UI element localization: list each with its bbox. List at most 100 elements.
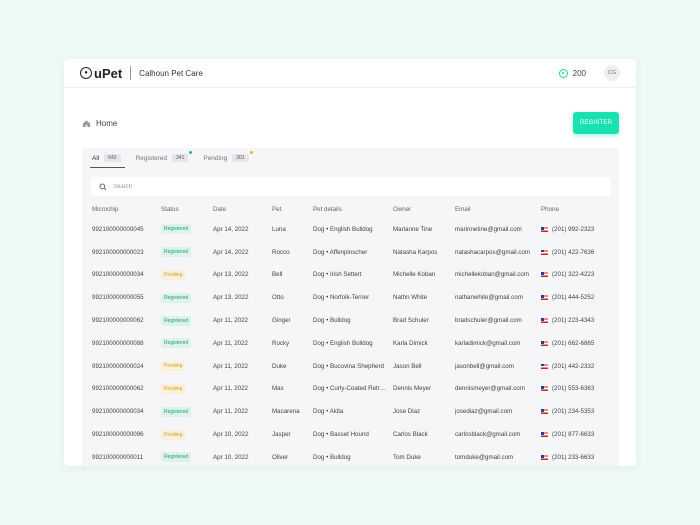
tab-all[interactable]: All 642 bbox=[90, 148, 125, 168]
cell-status: Registered bbox=[161, 315, 213, 326]
us-flag-icon bbox=[541, 432, 548, 438]
cell-status: Pending bbox=[161, 269, 213, 280]
cell-pet: Rocky bbox=[272, 339, 290, 347]
tab-count-badge: 642 bbox=[104, 154, 121, 162]
notification-dot bbox=[249, 151, 253, 154]
cell-status: Registered bbox=[161, 406, 213, 417]
page-header: Home REGISTER bbox=[82, 112, 619, 134]
cell-details: Dog • English Bulldog bbox=[313, 225, 373, 233]
cell-email: natashacarpos@gmail.com bbox=[455, 248, 531, 256]
us-flag-icon bbox=[541, 454, 548, 460]
phone-number: (201) 234-5353 bbox=[552, 408, 595, 416]
clinic-name: Calhoun Pet Care bbox=[139, 68, 203, 78]
cell-phone: (201) 553-6363 bbox=[541, 385, 619, 392]
cell-date: Apr 11, 2022 bbox=[213, 408, 248, 416]
us-flag-icon bbox=[541, 386, 548, 392]
status-badge: Registered bbox=[161, 224, 192, 235]
avatar[interactable]: CG bbox=[604, 65, 620, 81]
table-row[interactable]: 992100000000034 Registered Apr 11, 2022 Mac… bbox=[82, 400, 619, 423]
status-badge: Pending bbox=[161, 269, 186, 280]
cell-date: Apr 14, 2022 bbox=[213, 248, 249, 256]
us-flag-icon bbox=[541, 340, 548, 346]
us-flag-icon bbox=[541, 295, 548, 301]
register-button[interactable]: REGISTER bbox=[573, 112, 619, 134]
column-header-phone[interactable]: Phone bbox=[541, 205, 559, 213]
phone-number: (201) 444-5252 bbox=[552, 294, 595, 302]
table-row[interactable]: 992100000000011 Registered Apr 10, 2022 Oli… bbox=[82, 446, 619, 466]
table-row[interactable]: 992100000000062 Registered Apr 11, 2022 Gin… bbox=[82, 309, 619, 332]
search-icon bbox=[99, 182, 107, 191]
table-row[interactable]: 992100000000062 Pending Apr 11, 2022 Max Dog… bbox=[82, 378, 619, 401]
phone-number: (201) 877-6633 bbox=[552, 431, 595, 439]
breadcrumb[interactable]: Home bbox=[96, 118, 118, 128]
search-box[interactable] bbox=[91, 177, 611, 196]
cell-phone: (201) 233-6633 bbox=[541, 454, 619, 461]
cell-pet: Rocco bbox=[272, 248, 290, 256]
table-header: Microchip Status Date Pet Pet details Owner Em… bbox=[82, 200, 619, 218]
table-row[interactable]: 992100000000024 Pending Apr 11, 2022 Duke Do… bbox=[82, 355, 619, 378]
column-header-date[interactable]: Date bbox=[213, 205, 227, 213]
cell-date: Apr 11, 2022 bbox=[213, 339, 248, 347]
cell-details: Dog • Bulldog bbox=[313, 317, 351, 325]
status-badge: Registered bbox=[161, 315, 192, 326]
cell-phone: (201) 223-4343 bbox=[541, 317, 619, 324]
tab-count-badge: 341 bbox=[172, 154, 189, 162]
cell-phone: (201) 442-2332 bbox=[541, 363, 619, 370]
status-tabs: All 642 Registered 341 Pending 301 bbox=[82, 148, 619, 168]
phone-number: (201) 422-7636 bbox=[552, 248, 595, 256]
table-body: 992100000000045 Registered Apr 14, 2022 Lun… bbox=[82, 218, 619, 466]
column-header-pet[interactable]: Pet bbox=[272, 205, 282, 213]
table-row[interactable]: 992100000000055 Registered Apr 13, 2022 Ott… bbox=[82, 286, 619, 309]
phone-number: (201) 233-6633 bbox=[552, 453, 595, 461]
cell-details: Dog • Norfolk-Terrier bbox=[313, 294, 370, 302]
cell-status: Registered bbox=[161, 292, 213, 303]
phone-number: (201) 553-6363 bbox=[552, 385, 595, 393]
cell-owner: Tom Duke bbox=[393, 453, 421, 461]
cell-pet: Otto bbox=[272, 294, 284, 302]
home-icon bbox=[82, 119, 91, 127]
column-header-status[interactable]: Status bbox=[161, 205, 179, 213]
status-badge: Pending bbox=[161, 383, 186, 394]
us-flag-icon bbox=[541, 409, 548, 415]
search-input[interactable] bbox=[113, 183, 513, 190]
table-row[interactable]: 992100000000088 Registered Apr 11, 2022 Roc… bbox=[82, 332, 619, 355]
top-bar: ● uPet Calhoun Pet Care 200 CG bbox=[64, 59, 636, 88]
column-header-microchip[interactable]: Microchip bbox=[92, 205, 119, 213]
cell-phone: (201) 234-5353 bbox=[541, 408, 619, 415]
cell-details: Dog • Curly-Coated Retriever bbox=[313, 385, 393, 393]
column-header-pet-details[interactable]: Pet details bbox=[313, 205, 342, 213]
phone-number: (201) 992-2323 bbox=[552, 225, 595, 233]
cell-status: Pending bbox=[161, 383, 213, 394]
tab-registered[interactable]: Registered 341 bbox=[136, 148, 193, 168]
app-window: ● uPet Calhoun Pet Care 200 CG Home REGI… bbox=[64, 59, 636, 466]
cell-date: Apr 11, 2022 bbox=[213, 362, 248, 370]
records-panel: All 642 Registered 341 Pending 301 Microchip S… bbox=[82, 148, 619, 466]
status-badge: Pending bbox=[161, 429, 186, 440]
us-flag-icon bbox=[541, 226, 548, 232]
credits-counter[interactable]: 200 bbox=[558, 68, 586, 78]
status-badge: Registered bbox=[161, 292, 192, 303]
cell-pet: Jasper bbox=[272, 431, 291, 439]
cell-phone: (201) 322-4223 bbox=[541, 271, 619, 278]
cell-date: Apr 11, 2022 bbox=[213, 317, 248, 325]
app-logo[interactable]: ● uPet bbox=[80, 66, 122, 81]
table-row[interactable]: 992100000000096 Pending Apr 10, 2022 Jasper… bbox=[82, 423, 619, 446]
us-flag-icon bbox=[541, 363, 548, 369]
table-row[interactable]: 992100000000034 Pending Apr 13, 2022 Bell Do… bbox=[82, 264, 619, 287]
cell-owner: Natasha Karpos bbox=[393, 248, 438, 256]
cell-details: Dog • Basset Hound bbox=[313, 431, 369, 439]
cell-status: Registered bbox=[161, 247, 213, 258]
cell-status: Registered bbox=[161, 224, 213, 235]
us-flag-icon bbox=[541, 249, 548, 255]
table-row[interactable]: 992100000000045 Registered Apr 14, 2022 Lun… bbox=[82, 218, 619, 241]
cell-date: Apr 13, 2022 bbox=[213, 294, 249, 302]
column-header-owner[interactable]: Owner bbox=[393, 205, 412, 213]
column-header-email[interactable]: Email bbox=[455, 205, 471, 213]
us-flag-icon bbox=[541, 272, 548, 278]
table-row[interactable]: 992100000000023 Registered Apr 14, 2022 Roc… bbox=[82, 241, 619, 264]
cell-details: Dog • Irish Settert bbox=[313, 271, 362, 279]
tab-pending[interactable]: Pending 301 bbox=[203, 148, 253, 168]
cell-date: Apr 11, 2022 bbox=[213, 385, 248, 393]
cell-date: Apr 10, 2022 bbox=[213, 431, 249, 439]
cell-email: michellekoban@gmail.com bbox=[455, 271, 530, 279]
